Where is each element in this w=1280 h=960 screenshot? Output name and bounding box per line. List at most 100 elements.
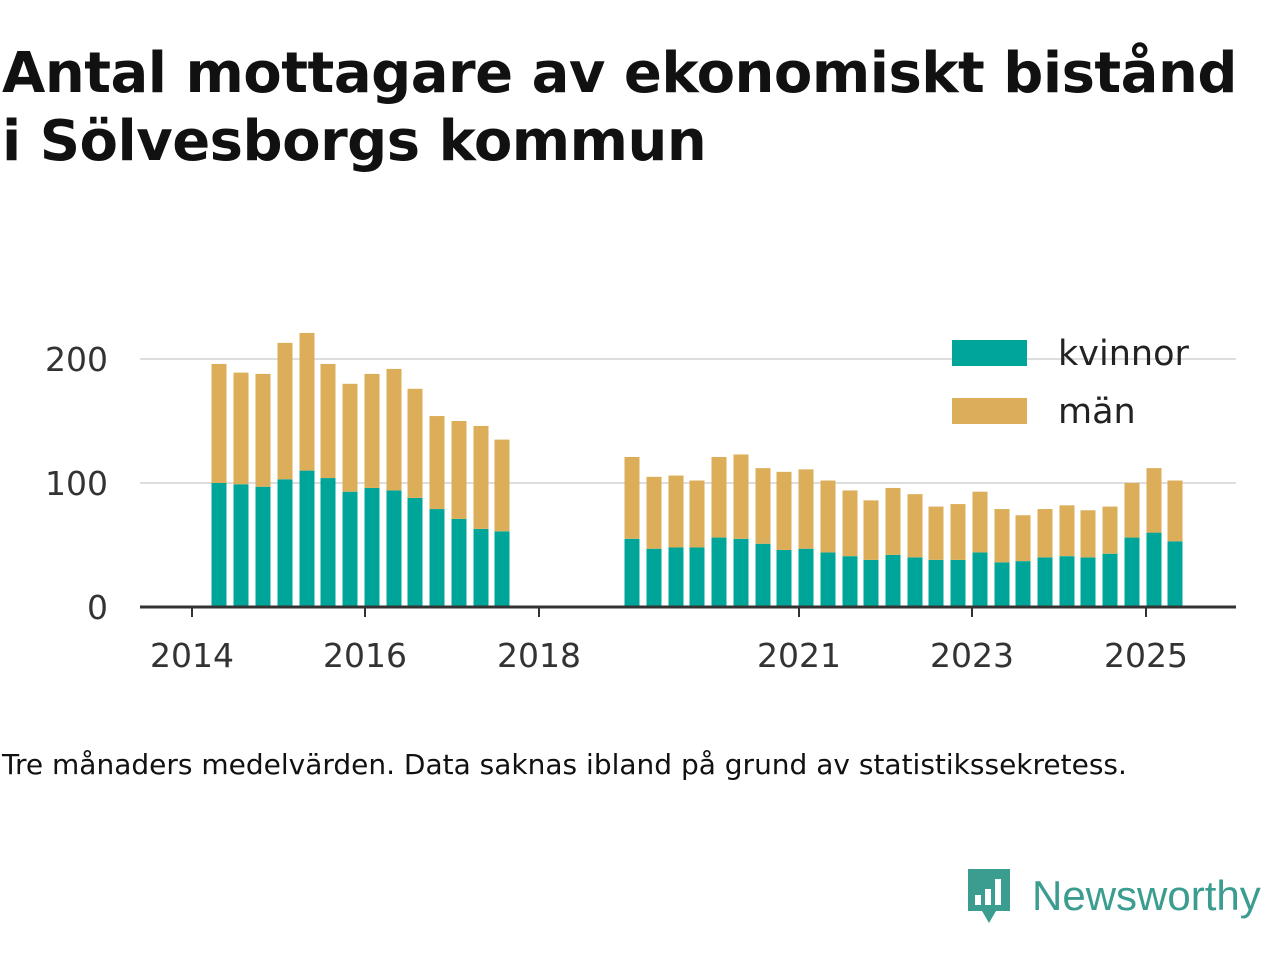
bar-man <box>885 487 901 555</box>
bar-man <box>1037 509 1053 558</box>
bar-kvinnor <box>407 497 423 607</box>
bar-man <box>364 373 380 488</box>
bar-kvinnor <box>342 491 358 607</box>
bar-man <box>755 468 771 544</box>
chart-title-line-1: Antal mottagare av ekonomiskt bistånd <box>2 41 1237 106</box>
bar-kvinnor <box>863 559 879 607</box>
bar-man <box>624 456 640 539</box>
bar-man <box>950 504 966 560</box>
bar-man <box>711 456 727 538</box>
legend-swatch-1 <box>952 398 1027 424</box>
bar-man <box>494 439 510 532</box>
bar-man <box>972 491 988 553</box>
bar-kvinnor <box>320 478 336 607</box>
bar-kvinnor <box>668 547 684 607</box>
chart-title: Antal mottagare av ekonomiskt bistånd i … <box>2 40 1278 176</box>
bar-man <box>668 475 684 548</box>
bar-man <box>386 368 402 491</box>
bar-kvinnor <box>255 486 271 607</box>
bar-man <box>646 476 662 549</box>
bar-man <box>689 480 705 548</box>
bar-kvinnor <box>233 484 249 607</box>
bar-kvinnor <box>820 552 836 607</box>
bar-man <box>233 372 249 485</box>
bar-kvinnor <box>211 483 227 607</box>
bar-kvinnor <box>711 537 727 607</box>
x-tick-label: 2016 <box>323 636 407 675</box>
bar-man <box>776 471 792 550</box>
bar-man <box>320 363 336 479</box>
bar-kvinnor <box>994 562 1010 607</box>
bar-kvinnor <box>1146 532 1162 607</box>
bar-man <box>1102 506 1118 554</box>
bar-man <box>842 490 858 557</box>
bar-kvinnor <box>646 548 662 607</box>
bar-man <box>255 373 271 487</box>
bar-man <box>863 500 879 560</box>
chart-title-line-2: i Sölvesborgs kommun <box>2 109 707 174</box>
bar-kvinnor <box>842 556 858 607</box>
bar-man <box>299 332 315 471</box>
bar-man <box>798 469 814 549</box>
legend-label-0: kvinnor <box>1058 334 1189 374</box>
bar-kvinnor <box>1167 541 1183 607</box>
x-tick-label: 2018 <box>497 636 581 675</box>
bar-kvinnor <box>950 559 966 607</box>
bar-man <box>429 416 445 510</box>
bar-man <box>994 509 1010 563</box>
brand-name: Newsworthy <box>1032 872 1261 919</box>
bar-kvinnor <box>277 479 293 607</box>
bar-kvinnor <box>1102 553 1118 607</box>
x-tick-label: 2025 <box>1104 636 1188 675</box>
bar-man <box>820 480 836 553</box>
x-tick-label: 2014 <box>150 636 234 675</box>
y-tick-label: 200 <box>45 340 108 379</box>
bar-man <box>277 342 293 480</box>
bar-kvinnor <box>1080 557 1096 607</box>
bar-man <box>1080 510 1096 558</box>
bar-kvinnor <box>776 549 792 607</box>
bar-man <box>211 363 227 483</box>
bar-kvinnor <box>429 509 445 607</box>
bar-kvinnor <box>689 547 705 607</box>
bar-man <box>928 506 944 560</box>
bar-man <box>1059 505 1075 557</box>
x-tick-label: 2021 <box>757 636 841 675</box>
bar-man <box>733 454 749 539</box>
bar-man <box>451 421 467 519</box>
bar-kvinnor <box>473 528 489 607</box>
bar-man <box>473 425 489 529</box>
newsworthy-logo-icon <box>968 869 1010 923</box>
bar-kvinnor <box>885 554 901 607</box>
bar-kvinnor <box>755 543 771 607</box>
y-tick-label: 0 <box>87 588 108 627</box>
bar-kvinnor <box>798 548 814 607</box>
legend-label-1: män <box>1058 392 1136 432</box>
bar-kvinnor <box>1124 537 1140 607</box>
stacked-bar-chart: 0 100 200 2014 2016 2018 2021 2023 2025 kvinnor mä… <box>45 332 1236 675</box>
x-tick-label: 2023 <box>930 636 1014 675</box>
bar-kvinnor <box>733 538 749 607</box>
bar-man <box>1167 480 1183 542</box>
bar-man <box>1015 515 1031 562</box>
bar-kvinnor <box>907 557 923 607</box>
bar-man <box>907 494 923 558</box>
bar-kvinnor <box>494 531 510 607</box>
bar-kvinnor <box>1059 556 1075 607</box>
bar-kvinnor <box>1037 557 1053 607</box>
bar-kvinnor <box>364 487 380 607</box>
bar-man <box>407 388 423 498</box>
bar-kvinnor <box>928 559 944 607</box>
bar-kvinnor <box>1015 561 1031 607</box>
legend-swatch-0 <box>952 340 1027 366</box>
bar-kvinnor <box>386 490 402 607</box>
bar-man <box>1146 468 1162 533</box>
bar-man <box>1124 483 1140 538</box>
y-tick-label: 100 <box>45 464 108 503</box>
bar-kvinnor <box>299 470 315 607</box>
bar-kvinnor <box>624 538 640 607</box>
bar-man <box>342 383 358 492</box>
brand[interactable]: Newsworthy <box>964 864 1261 928</box>
bar-kvinnor <box>972 552 988 607</box>
chart-caption: Tre månaders medelvärden. Data saknas ib… <box>2 748 1127 781</box>
